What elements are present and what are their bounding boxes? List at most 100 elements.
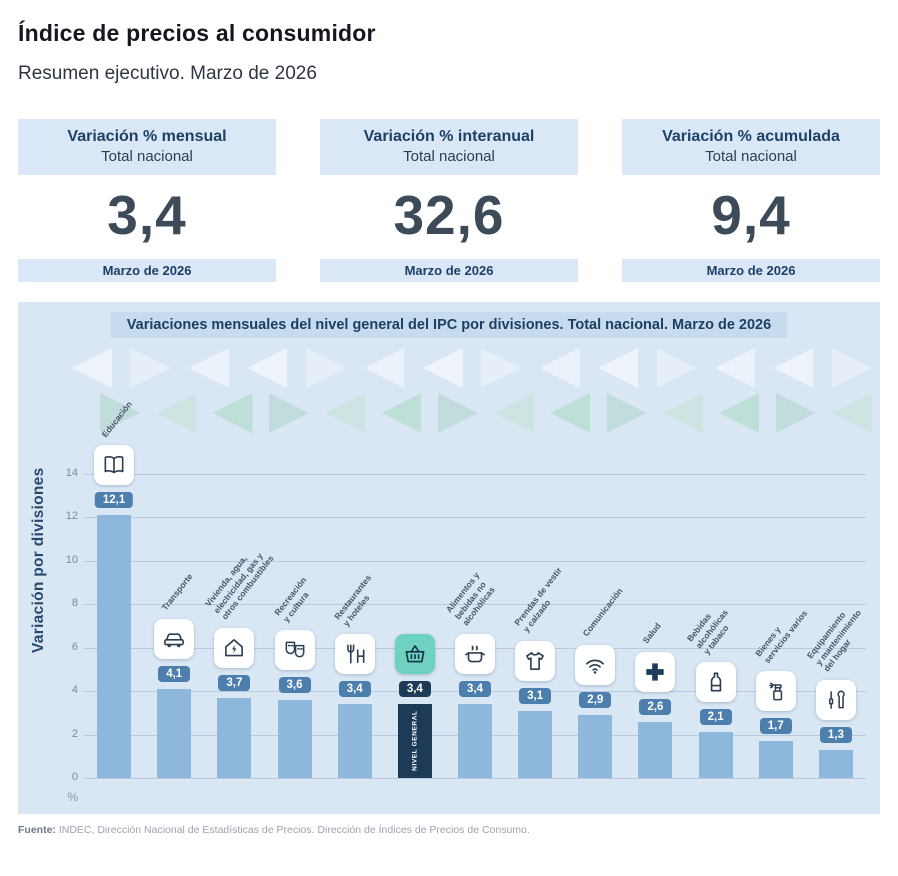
bar — [277, 699, 312, 778]
source-label: Fuente: — [18, 824, 56, 836]
card-title: Variación % acumulada — [662, 128, 840, 145]
card-header: Variación % interanual Total nacional — [320, 119, 578, 175]
restaurant-hotel-icon — [334, 634, 375, 675]
gridline — [84, 778, 866, 779]
triangle-shape — [381, 393, 422, 433]
tshirt-icon — [515, 640, 556, 681]
unit-label: % — [67, 790, 78, 804]
triangle-shape — [550, 393, 591, 433]
card-header: Variación % mensual Total nacional — [18, 119, 276, 175]
car-icon — [154, 618, 195, 659]
summary-cards: Variación % mensual Total nacional 3,4 M… — [18, 119, 880, 282]
gridline — [84, 517, 866, 519]
triangle-shape — [364, 348, 405, 388]
y-tick-label: 2 — [71, 727, 78, 740]
triangle-shape — [773, 348, 814, 388]
card-subtitle: Total nacional — [101, 148, 193, 165]
bar — [217, 697, 252, 778]
value-badge: 3,6 — [278, 676, 311, 693]
triangle-shape — [831, 348, 872, 388]
bar-nivel-general: NIVEL GENERAL — [397, 704, 432, 778]
triangle-shape — [437, 393, 478, 433]
y-tick-label: 14 — [65, 467, 78, 479]
value-badge: 3,4 — [338, 681, 371, 698]
y-tick-label: 4 — [71, 684, 78, 697]
triangle-shape — [598, 348, 639, 388]
value-badge: 2,9 — [579, 692, 612, 709]
gridline — [84, 560, 866, 562]
wifi-icon — [575, 645, 616, 686]
triangle-shape — [662, 393, 703, 433]
bar — [698, 732, 733, 778]
bar — [458, 704, 492, 778]
value-badge: 3,7 — [218, 674, 251, 691]
chart-title-row: Variaciones mensuales del nivel general … — [18, 302, 880, 338]
bar — [758, 741, 793, 778]
card-header: Variación % acumulada Total nacional — [622, 119, 880, 175]
card-subtitle: Total nacional — [403, 148, 495, 165]
value-badge: 3,1 — [519, 687, 552, 704]
triangle-shape — [325, 393, 366, 433]
triangle-shape — [247, 348, 288, 388]
card-title: Variación % mensual — [67, 128, 227, 145]
triangle-shape — [831, 393, 872, 433]
decorative-pattern — [64, 348, 880, 442]
value-badge: 3,4 — [398, 681, 431, 698]
pattern-row — [64, 348, 880, 388]
triangle-shape — [539, 348, 580, 388]
bottle-icon — [695, 662, 736, 703]
card-monthly-variation: Variación % mensual Total nacional 3,4 M… — [18, 119, 276, 282]
gridline — [84, 474, 866, 475]
triangle-shape — [606, 393, 647, 433]
y-tick-label: 10 — [65, 553, 78, 566]
y-axis-title: Variación por divisiones — [30, 467, 47, 653]
card-period: Marzo de 2026 — [622, 259, 880, 282]
value-badge: 4,1 — [158, 665, 191, 682]
value-badge: 3,4 — [459, 681, 491, 698]
bar — [818, 749, 853, 778]
triangle-shape — [719, 393, 760, 433]
chart-title: Variaciones mensuales del nivel general … — [110, 312, 788, 338]
triangle-shape — [188, 348, 229, 388]
triangle-shape — [212, 393, 253, 433]
bar-chart: 0 2 4 6 8 10 12 14 12,1 Educación 4,1 Transporte 3,7… — [66, 399, 866, 783]
value-badge: 12,1 — [94, 492, 134, 509]
triangle-shape — [775, 393, 816, 433]
gridline — [84, 604, 866, 606]
chart-panel: Variaciones mensuales del nivel general … — [18, 302, 880, 814]
health-cross-icon — [635, 651, 676, 692]
house-energy-icon — [214, 627, 255, 668]
spray-bottle-icon — [755, 671, 796, 712]
page-title: Índice de precios al consumidor — [18, 20, 376, 46]
source-text: INDEC, Dirección Nacional de Estadística… — [55, 824, 530, 836]
card-period: Marzo de 2026 — [320, 259, 578, 282]
shopping-basket-icon — [394, 634, 435, 675]
bar — [578, 715, 613, 778]
pattern-row — [64, 393, 880, 433]
card-accumulated-variation: Variación % acumulada Total nacional 9,4… — [622, 119, 880, 282]
bar — [638, 721, 673, 778]
bar — [157, 688, 192, 778]
y-tick-label: 0 — [71, 771, 78, 783]
card-value: 3,4 — [18, 175, 276, 259]
value-badge: 2,1 — [699, 709, 732, 726]
bar — [337, 704, 372, 778]
value-badge: 1,3 — [819, 726, 852, 743]
card-subtitle: Total nacional — [705, 148, 797, 165]
triangle-shape — [494, 393, 535, 433]
card-title: Variación % interanual — [363, 128, 535, 145]
card-yearly-variation: Variación % interanual Total nacional 32… — [320, 119, 578, 282]
card-period: Marzo de 2026 — [18, 259, 276, 282]
triangle-shape — [422, 348, 463, 388]
triangle-shape — [714, 348, 755, 388]
card-value: 9,4 — [622, 175, 880, 259]
card-value: 32,6 — [320, 175, 578, 259]
bar — [518, 710, 553, 778]
tools-icon — [815, 679, 856, 720]
triangle-shape — [72, 348, 112, 388]
value-badge: 2,6 — [639, 698, 672, 715]
triangle-shape — [305, 348, 346, 388]
book-icon — [94, 445, 135, 486]
triangle-shape — [481, 348, 522, 388]
value-badge: 1,7 — [759, 718, 792, 735]
